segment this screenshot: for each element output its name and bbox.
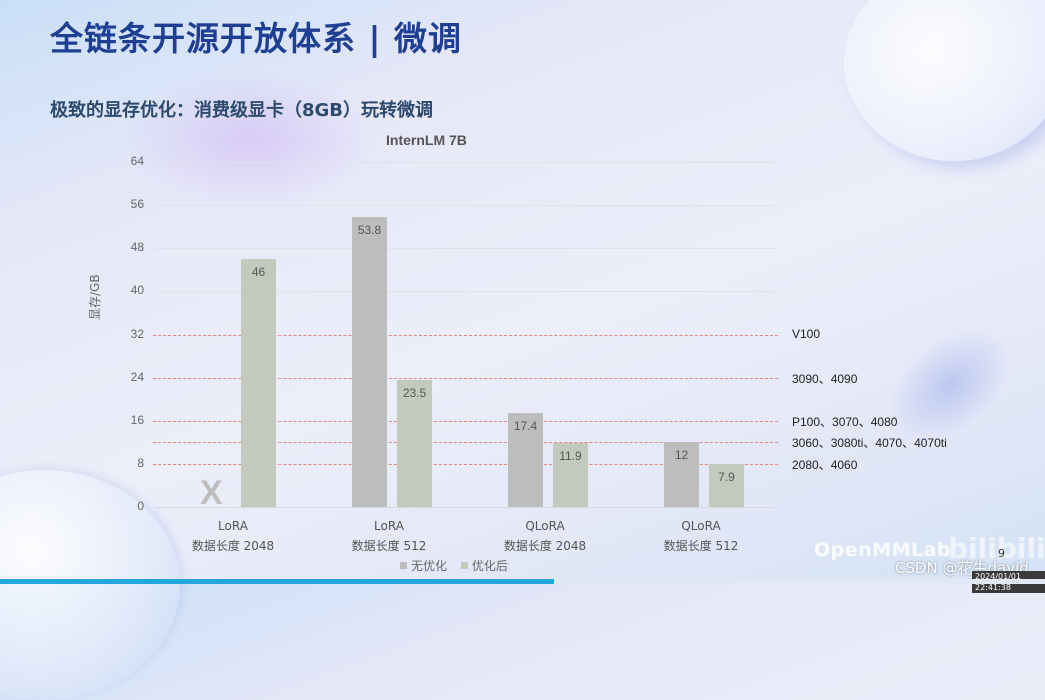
y-tick-label: 32 [130, 326, 144, 341]
y-tick-label: 16 [130, 412, 144, 427]
slide-title: 全链条开源开放体系 | 微调 [50, 19, 463, 58]
bar-value-label: 17.4 [513, 419, 538, 434]
y-tick-label: 0 [137, 499, 144, 513]
bar-value-label: 46 [251, 265, 266, 280]
y-axis-label: 显存/GB [88, 274, 102, 320]
reference-line [153, 463, 778, 465]
bar-value-label: 7.9 [718, 470, 735, 485]
x-category-label: QLoRA 数据长度 2048 [503, 519, 587, 553]
legend-item-unoptimized: 无优化 [400, 559, 451, 573]
y-tick-label: 8 [137, 455, 144, 470]
bar [553, 442, 588, 507]
reference-line [153, 334, 778, 336]
reference-line-label: P100、3070、4080 [792, 414, 898, 429]
slide-subtitle: 极致的显存优化：消费级显卡（8GB）玩转微调 [50, 100, 434, 121]
legend-swatch [400, 562, 407, 569]
bar [508, 413, 543, 507]
bar-value-label: 23.5 [402, 386, 427, 401]
decorative-droplet-bottom-left [0, 470, 180, 700]
bar [397, 380, 432, 507]
reference-line-label: V100 [792, 326, 821, 341]
reference-line-label: 2080、4060 [792, 457, 858, 472]
reference-line-label: 3090、4090 [792, 371, 858, 386]
openmmlab-watermark: OpenMMLab [814, 539, 952, 561]
x-category-label: LoRA 数据长度 512 [351, 519, 427, 553]
reference-line [153, 420, 778, 422]
video-progress-bar[interactable] [0, 579, 554, 584]
gridline [155, 205, 775, 207]
gridline [155, 248, 775, 250]
bilibili-watermark: bilibili [948, 532, 1045, 565]
y-tick-label: 64 [130, 154, 144, 168]
gridline [155, 162, 775, 163]
bar [664, 442, 699, 507]
bar-value-label: 12 [674, 448, 689, 463]
chart-title: InternLM 7B [386, 132, 467, 148]
bar-value-label: 53.8 [357, 222, 382, 237]
x-category-label: LoRA 数据长度 2048 [191, 519, 275, 553]
legend-swatch [460, 562, 468, 569]
y-tick-label: 48 [130, 240, 144, 255]
decorative-droplet-top-right [817, 0, 1045, 194]
background-glow [120, 70, 380, 210]
bar [352, 216, 387, 507]
y-tick-label: 56 [130, 197, 144, 212]
reference-line [153, 377, 778, 379]
bar [241, 259, 276, 507]
x-axis-line [155, 507, 775, 508]
reference-line [153, 442, 778, 444]
y-tick-label: 40 [130, 283, 144, 298]
legend: 无优化 优化后 [400, 557, 518, 574]
progress-track[interactable] [555, 579, 1045, 584]
bar-value-label: 11.9 [559, 448, 582, 463]
bar [709, 464, 744, 507]
page-number: 9 [998, 547, 1005, 560]
out-of-memory-x-icon: X [200, 474, 223, 512]
gridline [155, 291, 775, 293]
y-tick-label: 24 [130, 369, 144, 384]
reference-line-label: 3060、3080ti、4070、4070ti [792, 436, 947, 451]
legend-item-optimized: 优化后 [460, 559, 508, 573]
x-category-label: QLoRA 数据长度 512 [663, 519, 739, 553]
